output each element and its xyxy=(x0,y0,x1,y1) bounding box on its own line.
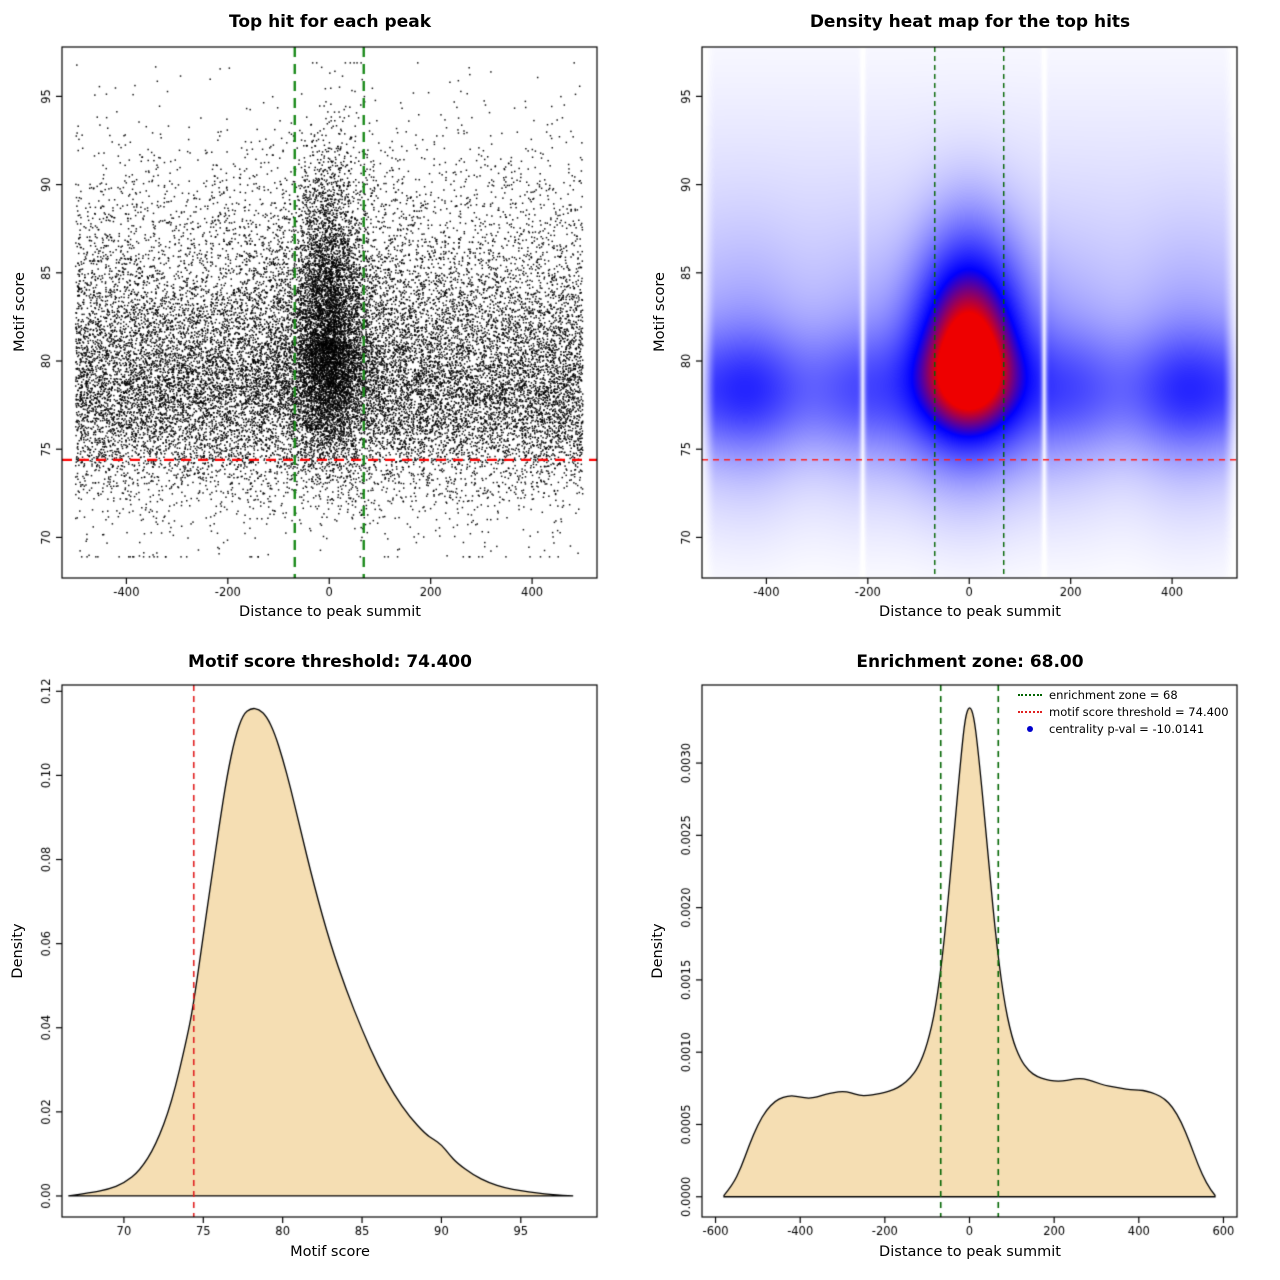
red-dotted-line-icon xyxy=(1018,710,1042,713)
distance-density-title: Enrichment zone: 68.00 xyxy=(856,652,1084,672)
motif-score-density-canvas xyxy=(0,640,640,1280)
distance-density-xlabel: Distance to peak summit xyxy=(879,1244,1061,1260)
legend-item-centrality-pval: centrality p-val = -10.0141 xyxy=(1018,721,1229,736)
density-heatmap-canvas xyxy=(640,0,1280,640)
scatter-plot-canvas xyxy=(0,0,640,640)
distance-density-ylabel: Density xyxy=(650,923,666,979)
legend-item-enrichment-zone: enrichment zone = 68 xyxy=(1018,687,1229,702)
green-dotted-line-icon xyxy=(1018,693,1042,696)
legend: enrichment zone = 68 motif score thresho… xyxy=(1018,687,1229,736)
heatmap-ylabel: Motif score xyxy=(652,272,668,352)
scatter-title: Top hit for each peak xyxy=(228,12,432,32)
heatmap-xlabel: Distance to peak summit xyxy=(879,604,1061,620)
legend-label-centrality-pval: centrality p-val = -10.0141 xyxy=(1049,721,1205,736)
motif-density-ylabel: Density xyxy=(10,923,26,979)
motif-density-xlabel: Motif score xyxy=(290,1244,370,1260)
legend-item-threshold: motif score threshold = 74.400 xyxy=(1018,704,1229,719)
motif-density-title: Motif score threshold: 74.400 xyxy=(188,652,472,672)
distance-density-canvas xyxy=(640,640,1280,1280)
heatmap-title: Density heat map for the top hits xyxy=(809,12,1131,32)
scatter-ylabel: Motif score xyxy=(12,272,28,352)
legend-label-enrichment-zone: enrichment zone = 68 xyxy=(1049,687,1178,702)
scatter-xlabel: Distance to peak summit xyxy=(239,604,421,620)
blue-point-icon xyxy=(1018,725,1042,732)
legend-label-threshold: motif score threshold = 74.400 xyxy=(1049,704,1229,719)
